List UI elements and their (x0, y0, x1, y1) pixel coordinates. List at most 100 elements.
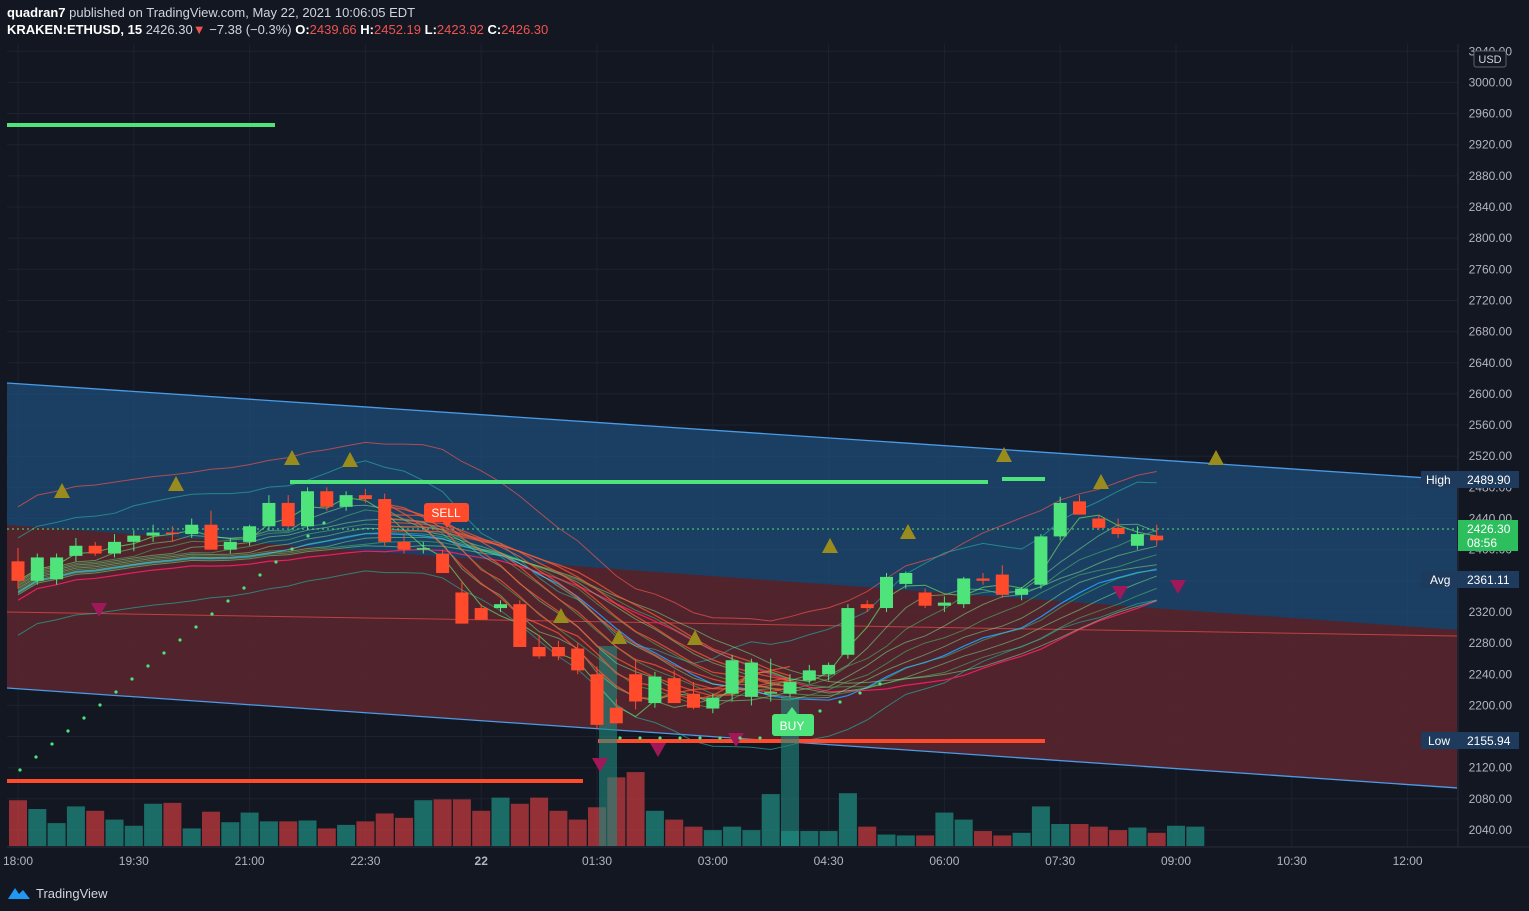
candle-body (358, 495, 372, 500)
candle-body (995, 574, 1009, 595)
low-ohlc-value: 2423.92 (436, 22, 484, 37)
candle-body (860, 604, 874, 609)
author-name[interactable]: quadran7 (7, 5, 66, 20)
candle-body (88, 545, 102, 554)
buy-signal[interactable]: BUY (772, 707, 814, 736)
low-value: 2155.94 (1467, 734, 1511, 748)
up-triangle-marker (611, 629, 627, 644)
volume-bar (665, 819, 684, 846)
candle-body (108, 541, 121, 554)
currency-box[interactable] (1473, 50, 1507, 68)
price-tick: 2760.00 (1469, 262, 1513, 276)
candle-body (1092, 518, 1106, 528)
sell-label: SELL (431, 506, 461, 520)
avg-label-box (1421, 571, 1519, 588)
candle-body (725, 660, 739, 694)
ribbon-line (17, 536, 1157, 694)
candle-body (30, 557, 44, 581)
volume-bar (645, 810, 664, 846)
price-tick: 2880.00 (1469, 169, 1513, 183)
sar-dot (878, 682, 882, 686)
high-label: High (1426, 473, 1451, 487)
volume-bar (240, 812, 259, 846)
time-tick: 21:00 (235, 854, 265, 868)
sar-dot (146, 664, 150, 668)
volume-bar (1089, 826, 1108, 846)
volume-bar (510, 803, 529, 846)
tradingview-logo-icon (8, 888, 30, 899)
price-tick: 2960.00 (1469, 107, 1513, 121)
candle-body (880, 576, 893, 609)
sar-dot (18, 768, 22, 772)
volume-bar (858, 826, 877, 846)
price-tick: 2200.00 (1469, 698, 1513, 712)
up-triangle-marker (284, 450, 300, 465)
candle-body (899, 573, 913, 584)
sar-dot (258, 573, 262, 577)
price-tick: 2840.00 (1469, 200, 1513, 214)
low-value-label: L: (424, 22, 437, 37)
time-tick: 18:00 (3, 854, 33, 868)
up-triangle-marker (822, 538, 838, 553)
sar-dot (274, 560, 278, 564)
price-axis[interactable]: 3040.003000.002960.002920.002880.002840.… (1469, 44, 1513, 837)
candle-body (802, 670, 816, 681)
candle-body (706, 697, 720, 709)
up-triangle-marker (553, 608, 569, 623)
volume-bar (105, 819, 124, 846)
candles (11, 487, 1164, 729)
volume-bar (568, 819, 587, 846)
candle-body (1073, 501, 1086, 515)
sar-dot (858, 691, 862, 695)
candle-body (783, 682, 797, 694)
sar-dot (114, 690, 118, 694)
candle-body (165, 532, 179, 535)
volume-bar (954, 819, 973, 846)
candle-body (1015, 588, 1029, 595)
ribbon-line-down (384, 521, 791, 688)
candle-body (320, 491, 334, 507)
high-ohlc-value: 2452.19 (374, 22, 422, 37)
volume-bar (28, 809, 47, 846)
candle-body (339, 495, 353, 507)
publish-line: quadran7 published on TradingView.com, M… (7, 5, 415, 20)
candle-body (609, 707, 623, 724)
candle-body (937, 602, 951, 606)
sar-dot (638, 736, 642, 740)
candle-body (687, 693, 700, 708)
ribbon-line-down (384, 530, 791, 677)
volume-bar (202, 811, 220, 846)
sar-dot (758, 736, 762, 740)
candle-body (436, 553, 450, 574)
volume-bar (144, 803, 163, 846)
candle-body (223, 541, 237, 550)
price-tick: 2040.00 (1469, 823, 1513, 837)
volume-bar (916, 835, 935, 846)
candle-body (301, 491, 314, 527)
time-tick: 12:00 (1393, 854, 1423, 868)
ribbon-line (17, 540, 1157, 688)
high-label-box (1421, 471, 1519, 488)
candle-body (455, 592, 469, 624)
volume-bar (703, 830, 722, 846)
candle-body (1150, 535, 1164, 541)
volume-bar (9, 800, 27, 846)
sar-dot (306, 534, 310, 538)
sell-signal[interactable]: SELL (424, 503, 469, 528)
symbol[interactable]: KRAKEN:ETHUSD, 15 (7, 22, 143, 37)
time-axis[interactable]: 18:00 19:30 21:00 22:30 22 01:30 03:00 04:30 06:… (3, 854, 1423, 868)
candle-body (378, 499, 392, 542)
candle-body (571, 648, 585, 671)
tradingview-brand[interactable]: TradingView (8, 885, 108, 901)
sar-dot (242, 586, 246, 590)
currency-label: USD (1478, 54, 1501, 66)
up-triangle-marker (687, 630, 703, 645)
time-tick: 06:00 (929, 854, 959, 868)
volume-bar (1070, 824, 1089, 846)
sar-dot (290, 547, 294, 551)
price-tick: 2520.00 (1469, 449, 1513, 463)
volume-bar (549, 810, 568, 846)
candle-body (204, 524, 218, 550)
sar-dot (838, 700, 842, 704)
